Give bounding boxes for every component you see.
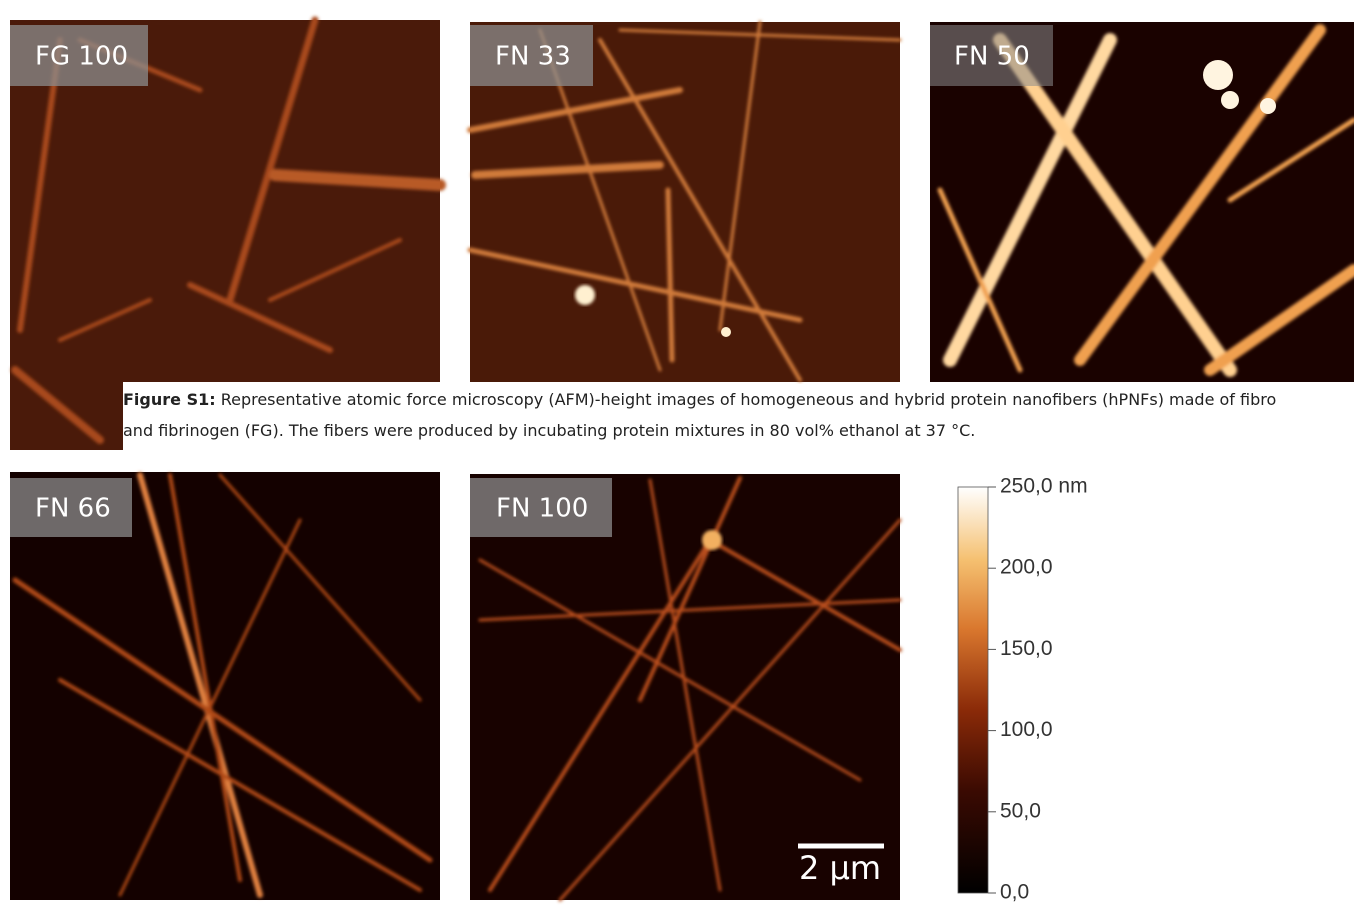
tick-label: 50,0 bbox=[1000, 799, 1041, 822]
tick-label: 250,0 nm bbox=[1000, 475, 1088, 498]
tick-label: 200,0 bbox=[1000, 556, 1053, 579]
panel-fn100: 2 µm bbox=[470, 474, 900, 900]
caption-lead: Figure S1: bbox=[123, 390, 216, 409]
caption: Figure S1: Representative atomic force m… bbox=[123, 384, 1354, 444]
colorbar-ticks: 250,0 nm 200,0 150,0 100,0 50,0 0,0 bbox=[988, 475, 1088, 904]
panel-label: FG 100 bbox=[35, 42, 128, 72]
caption-text: and fibrinogen (FG). The fibers were pro… bbox=[123, 421, 975, 440]
colorbar bbox=[958, 487, 988, 893]
panel-label: FN 33 bbox=[495, 42, 571, 72]
caption-text: Representative atomic force microscopy (… bbox=[216, 390, 1277, 409]
tick-label: 100,0 bbox=[1000, 718, 1053, 741]
page: 2 µm FG 100 FN 33 FN 50 FN 66 FN 100 250… bbox=[0, 0, 1354, 905]
panel-label: FN 66 bbox=[35, 494, 111, 524]
panel-label: FN 100 bbox=[496, 494, 588, 524]
figure: 2 µm FG 100 FN 33 FN 50 FN 66 FN 100 250… bbox=[0, 0, 1354, 905]
tick-label: 150,0 bbox=[1000, 637, 1053, 660]
panel-label: FN 50 bbox=[954, 42, 1030, 72]
tick-label: 0,0 bbox=[1000, 881, 1029, 904]
scale-bar-label: 2 µm bbox=[799, 849, 881, 887]
